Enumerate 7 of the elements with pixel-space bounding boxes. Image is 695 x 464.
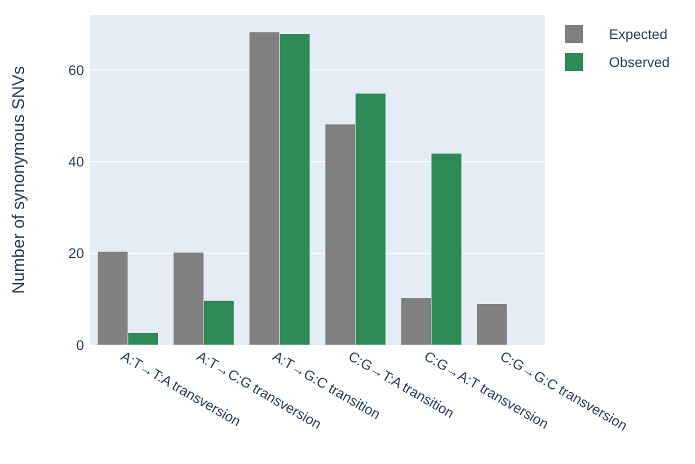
- y-tick-label: 20: [68, 245, 84, 262]
- y-tick-label: 60: [68, 62, 84, 78]
- y-axis-title: Number of synonymous SNVs: [9, 66, 28, 294]
- y-tick-label: 0: [76, 336, 84, 353]
- y-tick-label: 40: [68, 154, 84, 170]
- legend-label: Expected: [609, 26, 668, 42]
- legend-label: Observed: [609, 54, 670, 70]
